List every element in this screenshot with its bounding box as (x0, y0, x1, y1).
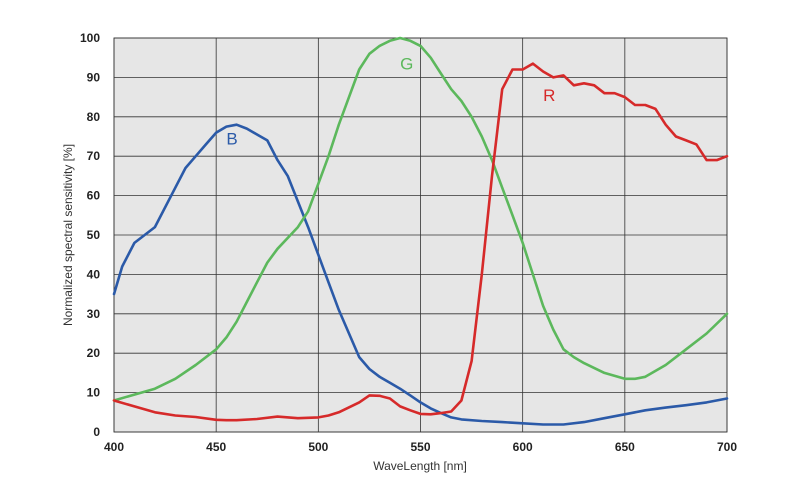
series-line-g (112, 36, 729, 402)
y-tick-label: 80 (87, 110, 101, 124)
grid-lines (113, 37, 728, 433)
y-tick-label: 40 (87, 267, 101, 281)
y-tick-label: 70 (87, 149, 101, 163)
y-tick-label: 50 (87, 228, 101, 242)
series-label-g: G (400, 55, 413, 74)
series-labels: B G R (226, 55, 555, 149)
x-tick-label: 450 (206, 440, 226, 454)
x-tick-label: 650 (615, 440, 635, 454)
series-label-b: B (226, 129, 237, 148)
x-tick-label: 500 (308, 440, 328, 454)
x-tick-label: 400 (104, 440, 124, 454)
y-tick-label: 100 (80, 31, 100, 45)
x-axis-label: WaveLength [nm] (373, 459, 467, 473)
series-line-b (112, 123, 729, 426)
y-tick-label: 30 (87, 307, 101, 321)
tick-labels: 0 10 20 30 40 50 60 70 80 90 100 400 450 500 550 600 650… (80, 31, 737, 454)
series-label-r: R (543, 86, 555, 105)
y-tick-label: 90 (87, 70, 101, 84)
y-axis-label: Normalized spectral sensitivity [%] (61, 144, 75, 326)
y-tick-label: 0 (93, 425, 100, 439)
x-tick-label: 700 (717, 440, 737, 454)
series-lines (112, 36, 729, 426)
x-tick-label: 600 (513, 440, 533, 454)
series-line-r (112, 62, 729, 422)
x-tick-label: 550 (410, 440, 430, 454)
y-tick-label: 10 (87, 386, 101, 400)
y-tick-label: 20 (87, 346, 101, 360)
y-tick-label: 60 (87, 189, 101, 203)
